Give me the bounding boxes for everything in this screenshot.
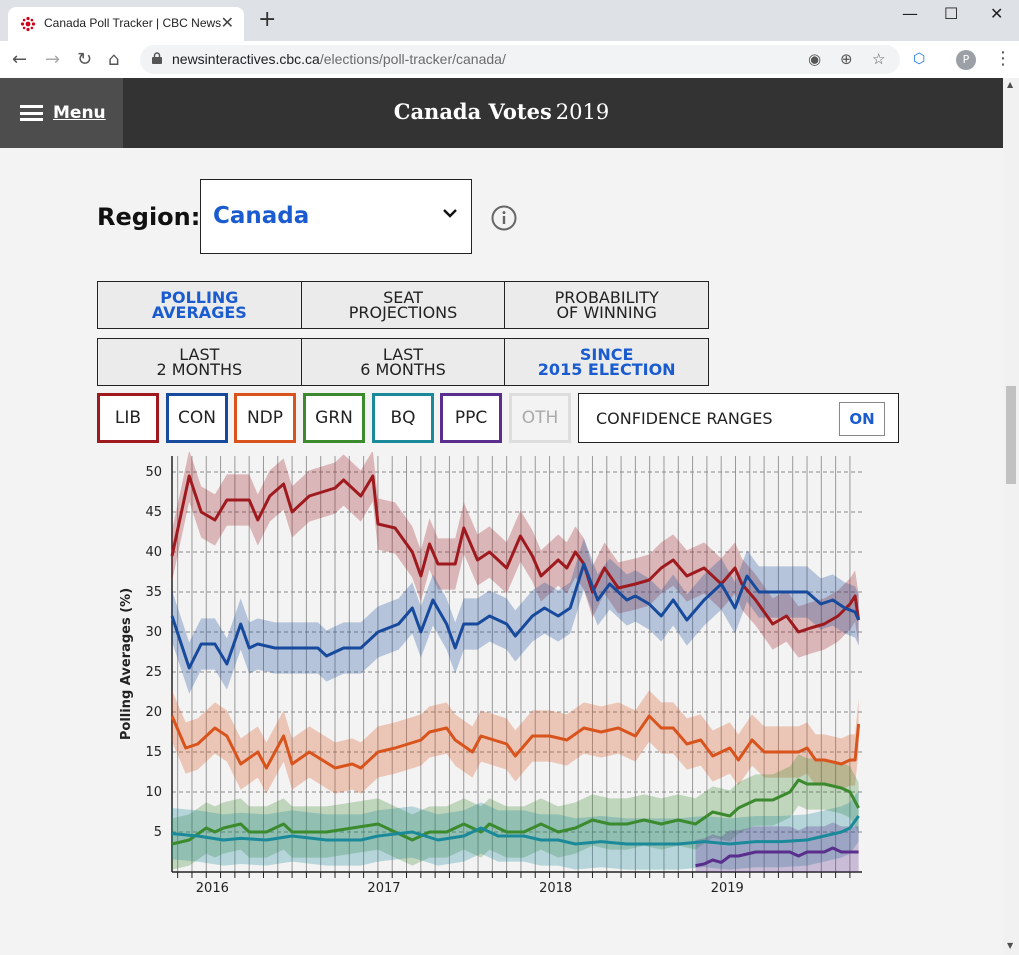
zoom-icon[interactable]: ⊕: [840, 50, 853, 68]
chevron-down-icon: [443, 209, 457, 218]
y-tick-label: 35: [145, 585, 162, 600]
y-tick-label: 5: [154, 825, 162, 840]
tab-last-2-months[interactable]: LAST 2 MONTHS: [97, 338, 302, 386]
y-tick-label: 30: [145, 625, 162, 640]
x-tick-label: 2019: [711, 881, 744, 896]
x-tick-label: 2018: [539, 881, 572, 896]
hamburger-icon: [20, 105, 43, 121]
tab-since-2015-election[interactable]: SINCE 2015 ELECTION: [504, 338, 710, 386]
forward-icon[interactable]: →: [45, 49, 61, 70]
browser-tab[interactable]: Canada Poll Tracker | CBC News ✕: [8, 7, 244, 41]
page-scrollbar[interactable]: ▲ ▼: [1003, 78, 1019, 955]
region-value: Canada: [213, 203, 310, 229]
reload-icon[interactable]: ↻: [77, 49, 93, 70]
series-line-con: [170, 562, 860, 670]
polling-chart: 5 10 15 20 25 30 35 40 45 50 2016 2017 2018 2019 Polli…: [119, 452, 862, 896]
confidence-toggle[interactable]: ON: [839, 402, 885, 436]
menu-label: Menu: [53, 103, 106, 123]
y-tick-label: 50: [145, 465, 162, 480]
confidence-ranges-control: CONFIDENCE RANGES ON: [578, 393, 899, 443]
lock-icon: [152, 52, 162, 64]
y-tick-label: 15: [145, 745, 162, 760]
confidence-band-ndp: [172, 690, 859, 794]
url-text: newsinteractives.cbc.ca/elections/poll-t…: [172, 51, 506, 67]
region-select[interactable]: Canada: [200, 179, 472, 254]
confidence-band-lib: [172, 452, 859, 658]
tab-probability-of-winning[interactable]: PROBABILITY OF WINNING: [504, 281, 710, 329]
y-tick-label: 45: [145, 505, 162, 520]
url-field[interactable]: newsinteractives.cbc.ca/elections/poll-t…: [140, 45, 900, 74]
confidence-band-ppc: [695, 822, 859, 872]
confidence-ranges-label: CONFIDENCE RANGES: [596, 409, 773, 428]
home-icon[interactable]: ⌂: [108, 49, 120, 70]
tab-title: Canada Poll Tracker | CBC News: [44, 16, 222, 30]
back-icon[interactable]: ←: [12, 49, 28, 70]
browser-menu-icon[interactable]: ⋮: [994, 48, 1012, 69]
window-close-icon[interactable]: ✕: [990, 4, 1004, 23]
scroll-up-icon[interactable]: ▲: [1007, 80, 1014, 89]
address-bar: ← → ↻ ⌂ newsinteractives.cbc.ca/election…: [0, 41, 1019, 79]
party-toggle-con[interactable]: CON: [166, 393, 228, 443]
new-tab-icon[interactable]: +: [258, 7, 277, 32]
party-toggle-bq[interactable]: BQ: [372, 393, 434, 443]
y-axis-label: Polling Averages (%): [119, 588, 134, 740]
confidence-band-con: [172, 538, 859, 694]
scrollbar-thumb[interactable]: [1006, 386, 1016, 484]
series-line-bq: [171, 815, 860, 846]
range-tabs: LAST 2 MONTHS LAST 6 MONTHS SINCE 2015 ELEC…: [97, 338, 710, 386]
y-tick-label: 25: [145, 665, 162, 680]
extension-icon[interactable]: ⬡: [913, 51, 926, 67]
y-tick-label: 40: [145, 545, 162, 560]
site-title[interactable]: Canada Votes 2019: [393, 99, 610, 124]
cbc-logo-icon: [20, 16, 36, 32]
y-tick-label: 20: [145, 705, 162, 720]
cookie-blocked-icon[interactable]: ◉: [808, 50, 822, 68]
x-tick-label: 2016: [196, 881, 229, 896]
minimize-icon[interactable]: —: [902, 4, 918, 23]
site-header: Menu Canada Votes 2019: [0, 78, 1003, 148]
party-toggle-oth[interactable]: OTH: [509, 393, 571, 443]
bookmark-star-icon[interactable]: ☆: [872, 50, 886, 68]
region-label: Region:: [97, 203, 201, 231]
series-line-lib: [170, 474, 861, 634]
menu-button[interactable]: Menu: [0, 78, 123, 148]
view-tabs: POLLING AVERAGES SEAT PROJECTIONS PROBABIL…: [97, 281, 710, 329]
party-toggle-grn[interactable]: GRN: [303, 393, 365, 443]
tab-polling-averages[interactable]: POLLING AVERAGES: [97, 281, 302, 329]
maximize-icon[interactable]: ☐: [944, 4, 959, 23]
browser-tab-bar: Canada Poll Tracker | CBC News ✕ + — ☐ ✕: [0, 0, 1019, 41]
scroll-down-icon[interactable]: ▼: [1007, 941, 1014, 950]
party-toggle-ppc[interactable]: PPC: [440, 393, 502, 443]
series-line-ndp: [170, 714, 861, 770]
tab-seat-projections[interactable]: SEAT PROJECTIONS: [300, 281, 506, 329]
party-toggle-ndp[interactable]: NDP: [234, 393, 296, 443]
y-tick-label: 10: [145, 785, 162, 800]
series-line-ppc: [695, 846, 859, 868]
confidence-band-bq: [172, 790, 859, 870]
series-line-grn: [171, 778, 860, 846]
info-icon[interactable]: [491, 205, 517, 231]
profile-avatar[interactable]: P: [956, 50, 976, 70]
tab-close-icon[interactable]: ✕: [220, 13, 234, 32]
x-tick-label: 2017: [367, 881, 400, 896]
party-toggle-lib[interactable]: LIB: [97, 393, 159, 443]
tab-last-6-months[interactable]: LAST 6 MONTHS: [300, 338, 506, 386]
